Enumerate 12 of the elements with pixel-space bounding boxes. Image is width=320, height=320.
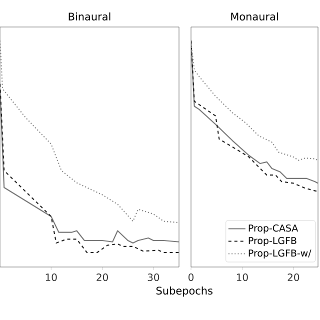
x-tick-label: 20 (96, 274, 108, 282)
x-tick-label: 0 (188, 274, 194, 282)
x-tick-label: 30 (148, 274, 160, 282)
chart-title: Binaural (68, 12, 110, 20)
chart-title: Monaural (231, 12, 278, 20)
x-tick-label: 10 (46, 274, 57, 282)
legend-label: Prop-LGFB-w/ (248, 249, 312, 258)
x-tick-label: 10 (236, 274, 248, 282)
x-axis-title: Subepochs (156, 286, 212, 297)
legend-label: Prop-LGFB (248, 236, 296, 246)
x-tick-label: 20 (288, 274, 300, 282)
legend-label: Prop-CASA (248, 224, 298, 234)
